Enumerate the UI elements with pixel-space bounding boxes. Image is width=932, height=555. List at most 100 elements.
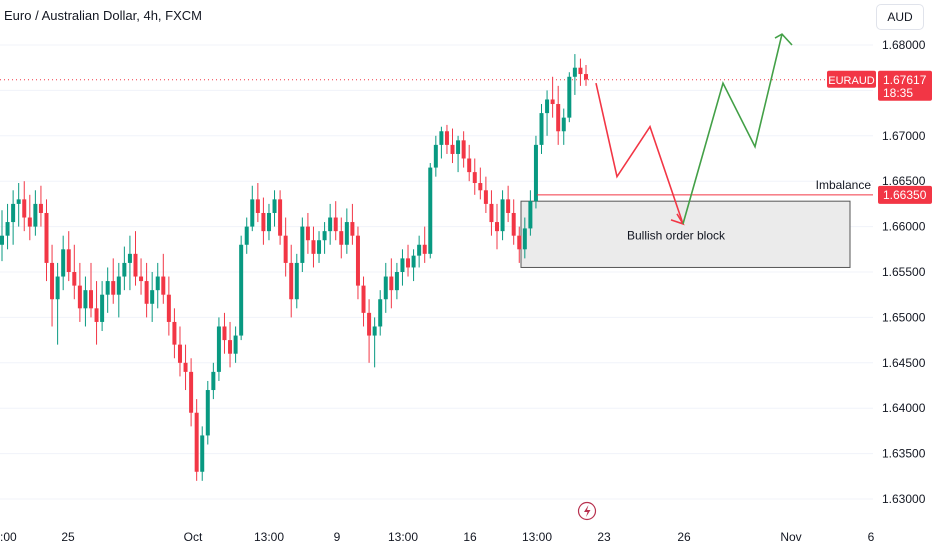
candle[interactable] — [378, 290, 383, 336]
candle[interactable] — [50, 244, 55, 327]
candle[interactable] — [517, 226, 522, 263]
candle[interactable] — [522, 217, 527, 259]
candle[interactable] — [150, 272, 155, 322]
candle[interactable] — [61, 235, 66, 291]
candle[interactable] — [394, 262, 399, 300]
candle[interactable] — [467, 144, 472, 182]
candle[interactable] — [511, 199, 516, 245]
candle[interactable] — [105, 267, 110, 313]
currency-button[interactable]: AUD — [876, 4, 924, 30]
candle[interactable] — [194, 399, 199, 481]
candle[interactable] — [261, 197, 266, 245]
candle[interactable] — [355, 226, 360, 300]
candle[interactable] — [556, 85, 561, 145]
candle[interactable] — [422, 226, 427, 263]
candle[interactable] — [183, 344, 188, 391]
candle[interactable] — [244, 217, 249, 254]
time-axis[interactable]: :00 25 Oct 13:00 9 13:00 16 13:00 23 26 Nov 6 — [0, 501, 875, 545]
candle[interactable] — [322, 222, 327, 254]
candle[interactable] — [533, 135, 538, 209]
candle[interactable] — [439, 126, 444, 159]
candle[interactable] — [222, 312, 227, 354]
candle[interactable] — [33, 190, 38, 236]
candle[interactable] — [27, 194, 32, 241]
candle[interactable] — [127, 235, 132, 291]
candle[interactable] — [22, 181, 27, 232]
candle[interactable] — [200, 426, 205, 481]
candle[interactable] — [567, 72, 572, 123]
imbalance-line[interactable]: Imbalance — [537, 178, 873, 196]
candle[interactable] — [278, 190, 283, 245]
candle[interactable] — [88, 262, 93, 318]
candle[interactable] — [572, 54, 577, 95]
candle[interactable] — [344, 208, 349, 254]
candle[interactable] — [55, 262, 60, 345]
candle[interactable] — [205, 380, 210, 445]
candle[interactable] — [389, 258, 394, 309]
projection-path[interactable] — [595, 33, 793, 226]
candle[interactable] — [77, 262, 82, 322]
candle[interactable] — [584, 64, 588, 86]
projection-up-line[interactable] — [682, 33, 783, 225]
candle[interactable] — [239, 235, 244, 341]
candle[interactable] — [272, 190, 277, 227]
candle[interactable] — [144, 262, 149, 318]
candle[interactable] — [411, 249, 416, 282]
candle[interactable] — [155, 262, 160, 309]
candle[interactable] — [16, 183, 21, 227]
candle[interactable] — [578, 58, 583, 86]
candle[interactable] — [328, 203, 333, 245]
candle[interactable] — [172, 308, 177, 359]
candle[interactable] — [478, 167, 483, 200]
candle[interactable] — [166, 276, 171, 336]
candle[interactable] — [528, 190, 533, 236]
candle[interactable] — [111, 258, 116, 304]
candle[interactable] — [561, 108, 566, 145]
order-block-box[interactable]: Bullish order block — [520, 200, 851, 268]
candle[interactable] — [361, 276, 366, 327]
candle[interactable] — [339, 217, 344, 259]
candle[interactable] — [0, 210, 4, 262]
candle[interactable] — [66, 231, 71, 282]
candle[interactable] — [333, 201, 338, 241]
candle[interactable] — [94, 281, 99, 345]
candle[interactable] — [116, 262, 121, 318]
candle[interactable] — [228, 321, 233, 368]
candle[interactable] — [461, 131, 466, 168]
candle[interactable] — [300, 217, 305, 272]
candle[interactable] — [417, 235, 422, 268]
candle[interactable] — [495, 203, 500, 250]
candle[interactable] — [283, 217, 288, 277]
candle[interactable] — [456, 135, 461, 173]
candle[interactable] — [489, 190, 494, 236]
price-axis[interactable]: 1.680001.675001.670001.665001.660001.655… — [882, 38, 926, 506]
candle[interactable] — [350, 203, 355, 245]
lightning-icon[interactable] — [577, 501, 597, 521]
candle[interactable] — [133, 231, 138, 286]
candle[interactable] — [483, 176, 488, 213]
candle[interactable] — [122, 246, 127, 291]
candle[interactable] — [38, 185, 43, 227]
projection-down-line[interactable] — [595, 82, 684, 225]
candle[interactable] — [161, 253, 166, 304]
candle[interactable] — [83, 276, 88, 327]
candle[interactable] — [539, 104, 544, 154]
candle[interactable] — [177, 326, 182, 377]
candle[interactable] — [311, 226, 316, 268]
candle[interactable] — [367, 299, 372, 363]
candle[interactable] — [444, 124, 449, 154]
candle[interactable] — [44, 199, 49, 282]
candle[interactable] — [255, 183, 260, 223]
candle[interactable] — [100, 281, 105, 332]
candle[interactable] — [400, 249, 405, 286]
candle[interactable] — [433, 135, 438, 177]
candle[interactable] — [211, 362, 216, 400]
candle[interactable] — [250, 185, 255, 232]
candle[interactable] — [372, 317, 377, 368]
candle[interactable] — [317, 231, 322, 263]
candle[interactable] — [450, 128, 455, 164]
candle[interactable] — [266, 203, 271, 241]
candle[interactable] — [72, 244, 77, 300]
